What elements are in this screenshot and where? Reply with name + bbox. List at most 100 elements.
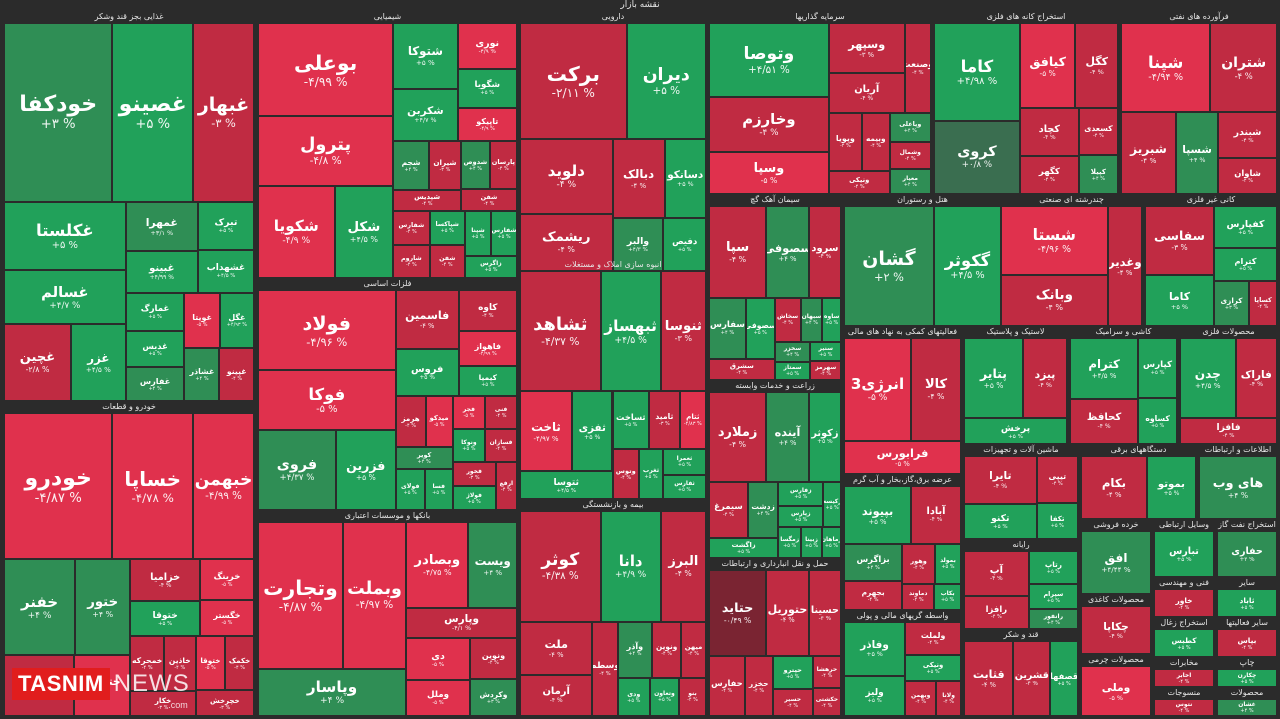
stock-tile[interactable]: خودرو -۴/۸۷ %	[4, 413, 113, 560]
stock-tile[interactable]: نتوس -۴ %	[1154, 699, 1214, 716]
stock-tile[interactable]: فزرین +۵ %	[335, 430, 396, 510]
stock-tile[interactable]: سصوفی+۵ %	[745, 297, 775, 359]
stock-tile[interactable]: معیار +۴ %	[889, 169, 931, 194]
stock-tile[interactable]: تیپی -۴ %	[1036, 456, 1078, 504]
stock-tile[interactable]: فولاد -۴/۹۶ %	[258, 290, 396, 371]
stock-tile[interactable]: وتوس -۴ %	[612, 448, 640, 499]
stock-tile[interactable]: ساوه +۵ %	[822, 297, 841, 342]
stock-tile[interactable]: غچین -۲/۸ %	[4, 323, 72, 401]
stock-tile[interactable]: ثساخت +۵ %	[612, 391, 650, 449]
stock-tile[interactable]: شکویا -۴/۹ %	[258, 185, 335, 278]
stock-tile[interactable]: آریان -۴ %	[828, 73, 905, 113]
stock-tile[interactable]: قثابت -۴ %	[964, 641, 1014, 716]
stock-tile[interactable]: کفپارس +۵ %	[1213, 206, 1277, 249]
stock-tile[interactable]: شیران -۳ %	[428, 140, 462, 190]
stock-tile[interactable]: غفارس +۴ %	[125, 366, 185, 401]
stock-tile[interactable]: زملارد -۴ %	[709, 392, 767, 482]
stock-tile[interactable]: کگل -۴ %	[1075, 23, 1118, 109]
stock-tile[interactable]: وهور -۴ %	[902, 543, 935, 584]
stock-tile[interactable]: فسا +۵ %	[424, 468, 453, 510]
stock-tile[interactable]: فسازان -۴ %	[485, 429, 517, 463]
stock-tile[interactable]: وپاسار +۴ %	[258, 668, 407, 716]
stock-tile[interactable]: آرمان -۴ %	[520, 674, 593, 716]
stock-tile[interactable]: وغدیر -۴ %	[1107, 206, 1142, 326]
stock-tile[interactable]: پارسان -۴ %	[489, 140, 517, 189]
stock-tile[interactable]: شبریز -۴ %	[1121, 112, 1176, 194]
stock-tile[interactable]: کچاد -۴ %	[1019, 108, 1079, 156]
stock-tile[interactable]: حسیر -۴ %	[772, 689, 813, 716]
stock-tile[interactable]: ثاباد +۵ %	[1217, 589, 1277, 617]
stock-tile[interactable]: بوعلی -۴/۹۹ %	[258, 23, 394, 117]
stock-tile[interactable]: تاپیکو -۴/۹ %	[457, 107, 517, 141]
stock-tile[interactable]: بجهرم -۴ %	[844, 581, 903, 610]
stock-tile[interactable]: ونوکا +۵ %	[452, 429, 486, 463]
stock-tile[interactable]: حسینا -۴ %	[808, 570, 841, 657]
stock-tile[interactable]: غکلستا +۵ %	[4, 201, 126, 271]
stock-tile[interactable]: دیران +۵ %	[626, 23, 706, 139]
stock-tile[interactable]: ولانا -۴ %	[936, 680, 961, 716]
stock-tile[interactable]: شفارس -۴ %	[393, 211, 430, 245]
stock-tile[interactable]: سپرام +۵ %	[1028, 584, 1078, 610]
stock-tile[interactable]: دلوید -۴ %	[520, 138, 613, 214]
stock-tile[interactable]: غصینو +۵ %	[112, 23, 194, 202]
stock-tile[interactable]: میهن -۴ %	[681, 621, 706, 678]
stock-tile[interactable]: ثفزی +۵ %	[571, 391, 613, 472]
stock-tile[interactable]: خکمک -۴ %	[225, 636, 254, 691]
stock-tile[interactable]: کسعدی -۴ %	[1078, 108, 1118, 155]
stock-tile[interactable]: تایرا -۴ %	[964, 456, 1037, 504]
stock-tile[interactable]: سیمرغ -۴ %	[709, 481, 748, 539]
stock-tile[interactable]: ویست +۴ %	[468, 522, 517, 608]
stock-tile[interactable]: فولاژ +۵ %	[452, 486, 496, 510]
stock-tile[interactable]: بکاب +۵ %	[934, 583, 961, 610]
stock-tile[interactable]: غگل +۴/۹۳ %	[219, 292, 254, 348]
stock-tile[interactable]: وتجارت -۴/۸۷ %	[258, 522, 343, 669]
stock-tile[interactable]: غبهار -۳ %	[193, 23, 254, 202]
stock-tile[interactable]: شتوکا +۵ %	[393, 23, 458, 89]
stock-tile[interactable]: برکت -۲/۱۱ %	[520, 23, 627, 139]
stock-tile[interactable]: بپاس -۴ %	[1217, 629, 1277, 657]
stock-tile[interactable]: افق +۴/۴۴ %	[1081, 531, 1151, 594]
stock-tile[interactable]: بمولد +۵ %	[934, 543, 961, 584]
stock-tile[interactable]: خساپا -۴/۷۸ %	[112, 413, 194, 560]
stock-tile[interactable]: زفارس +۵ %	[778, 481, 824, 507]
stock-tile[interactable]: خزامیا -۴ %	[130, 559, 200, 601]
stock-tile[interactable]: زکیسه +۵ %	[823, 481, 841, 528]
stock-tile[interactable]: غویتا -۵ %	[184, 292, 220, 348]
stock-tile[interactable]: کترام +۵ %	[1213, 248, 1277, 281]
stock-tile[interactable]: غپینو -۴ %	[219, 348, 254, 401]
stock-tile[interactable]: وفاذر +۵ %	[844, 622, 906, 676]
stock-tile[interactable]: ثشاهد -۴/۳۷ %	[520, 271, 601, 392]
stock-tile[interactable]: کساوه +۵ %	[1138, 398, 1177, 444]
stock-tile[interactable]: خاور -۴ %	[1154, 589, 1214, 617]
stock-tile[interactable]: شپنا +۵ %	[464, 211, 492, 256]
stock-tile[interactable]: فروس +۵ %	[395, 348, 459, 396]
stock-tile[interactable]: رتاپ +۵ %	[1028, 551, 1078, 585]
stock-tile[interactable]: شاروم -۴ %	[393, 244, 430, 278]
stock-tile[interactable]: بموتو +۵ %	[1146, 456, 1196, 519]
stock-tile[interactable]: رانفور +۴ %	[1028, 609, 1078, 629]
stock-tile[interactable]: ختور +۴ %	[75, 559, 131, 656]
stock-tile[interactable]: زدشت +۴ %	[747, 481, 779, 539]
stock-tile[interactable]: کطبس +۵ %	[1154, 629, 1214, 657]
stock-tile[interactable]: ثتام -۴/۸۳ %	[679, 391, 706, 449]
stock-tile[interactable]: فاهواز -۴/۹۹ %	[458, 331, 517, 366]
stock-tile[interactable]: دی -۵ %	[406, 637, 470, 681]
stock-tile[interactable]: پیزد -۴ %	[1023, 338, 1067, 419]
stock-tile[interactable]: حپترو +۵ %	[772, 656, 813, 690]
stock-tile[interactable]: خودکفا +۳ %	[4, 23, 113, 202]
stock-tile[interactable]: کیافق -۵ %	[1019, 23, 1076, 109]
stock-tile[interactable]: وپویا -۴ %	[828, 112, 862, 172]
stock-tile[interactable]: وسپهر -۳ %	[828, 23, 905, 74]
stock-tile[interactable]: انرژی3 -۵ %	[844, 338, 912, 441]
stock-tile[interactable]: شدوص +۴ %	[461, 140, 490, 189]
stock-tile[interactable]: غشهداب +۴/۵ %	[197, 249, 254, 293]
stock-tile[interactable]: شبندر -۴ %	[1218, 112, 1277, 158]
stock-tile[interactable]: کساپا -۴ %	[1249, 280, 1277, 326]
stock-tile[interactable]: خبهمن -۴/۹۹ %	[193, 413, 254, 560]
stock-tile[interactable]: ریشمک -۴ %	[520, 213, 613, 271]
stock-tile[interactable]: بزاگرس +۴ %	[844, 543, 903, 582]
stock-tile[interactable]: البرز -۴ %	[660, 511, 706, 622]
stock-tile[interactable]: بکام -۴ %	[1081, 456, 1147, 519]
stock-tile[interactable]: غمهرا +۳/۱ %	[125, 201, 198, 251]
stock-tile[interactable]: رافزا -۴ %	[964, 595, 1029, 629]
